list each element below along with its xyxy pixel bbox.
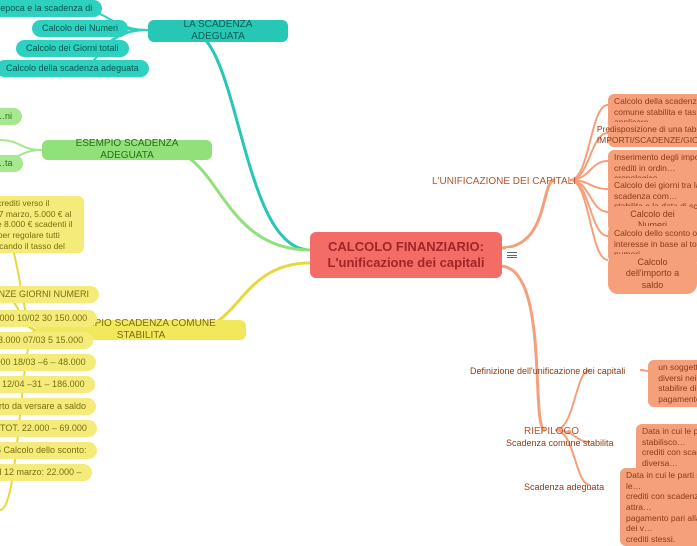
yellow-c10[interactable]: o il 12 marzo: 22.000 – [0,464,92,481]
uni-c7[interactable]: Calcolo dell'importo a saldo [608,254,697,294]
yellow-c7[interactable]: …porto da versare a saldo [0,398,96,415]
yellow-c1[interactable]: …nti crediti verso il …ti il 7 marzo, 5.… [0,196,84,253]
riep-d1-sub[interactable]: un soggetto c… diversi nei co… stabilire… [648,360,697,407]
center-title-1: CALCOLO FINANZIARIO: [328,239,485,255]
yellow-c9[interactable]: 5 Calcolo dello sconto: [0,442,97,459]
riep-d1[interactable]: Definizione dell'unificazione dei capita… [466,364,629,379]
yellow-c8[interactable]: TOT. 22.000 – 69.000 [0,420,97,437]
yellow-c5[interactable]: 8.000 18/03 –6 – 48.000 [0,354,96,371]
teal-child-1[interactable]: …a l'epoca e la scadenza di [0,0,102,17]
center-node[interactable]: CALCOLO FINANZIARIO: L'unificazione dei … [310,232,502,278]
teal-child-2[interactable]: Calcolo dei Numeri [32,20,128,37]
branch-scadenza-adeguata[interactable]: LA SCADENZA ADEGUATA [148,20,288,42]
branch-esempio-adeguata[interactable]: ESEMPIO SCADENZA ADEGUATA [42,140,212,160]
yellow-c4[interactable]: 3.000 07/03 5 15.000 [0,332,93,349]
riep-d3[interactable]: Scadenza adeguata [520,480,608,495]
yellow-c2[interactable]: ADENZE GIORNI NUMERI [0,286,99,303]
green-child-1[interactable]: …ni [0,108,22,125]
teal-child-3[interactable]: Calcolo dei Giorni totali [16,40,129,57]
teal-child-4[interactable]: Calcolo della scadenza adeguata [0,60,149,77]
uni-c2[interactable]: Predisposizione di una tabella IMPORTI/S… [608,122,697,147]
green-child-2[interactable]: …ta [0,155,23,172]
yellow-c3[interactable]: 5.000 10/02 30 150.000 [0,310,97,327]
branch-unificazione[interactable]: L'UNIFICAZIONE DEI CAPITALI [428,174,580,191]
riep-d3-sub[interactable]: Data in cui le parti stabiliscono le… cr… [620,468,697,546]
riep-d2[interactable]: Scadenza comune stabilita [502,436,618,451]
notes-icon[interactable] [506,248,518,262]
center-title-2: L'unificazione dei capitali [328,255,485,271]
yellow-c6[interactable]: .000 12/04 –31 – 186.000 [0,376,95,393]
